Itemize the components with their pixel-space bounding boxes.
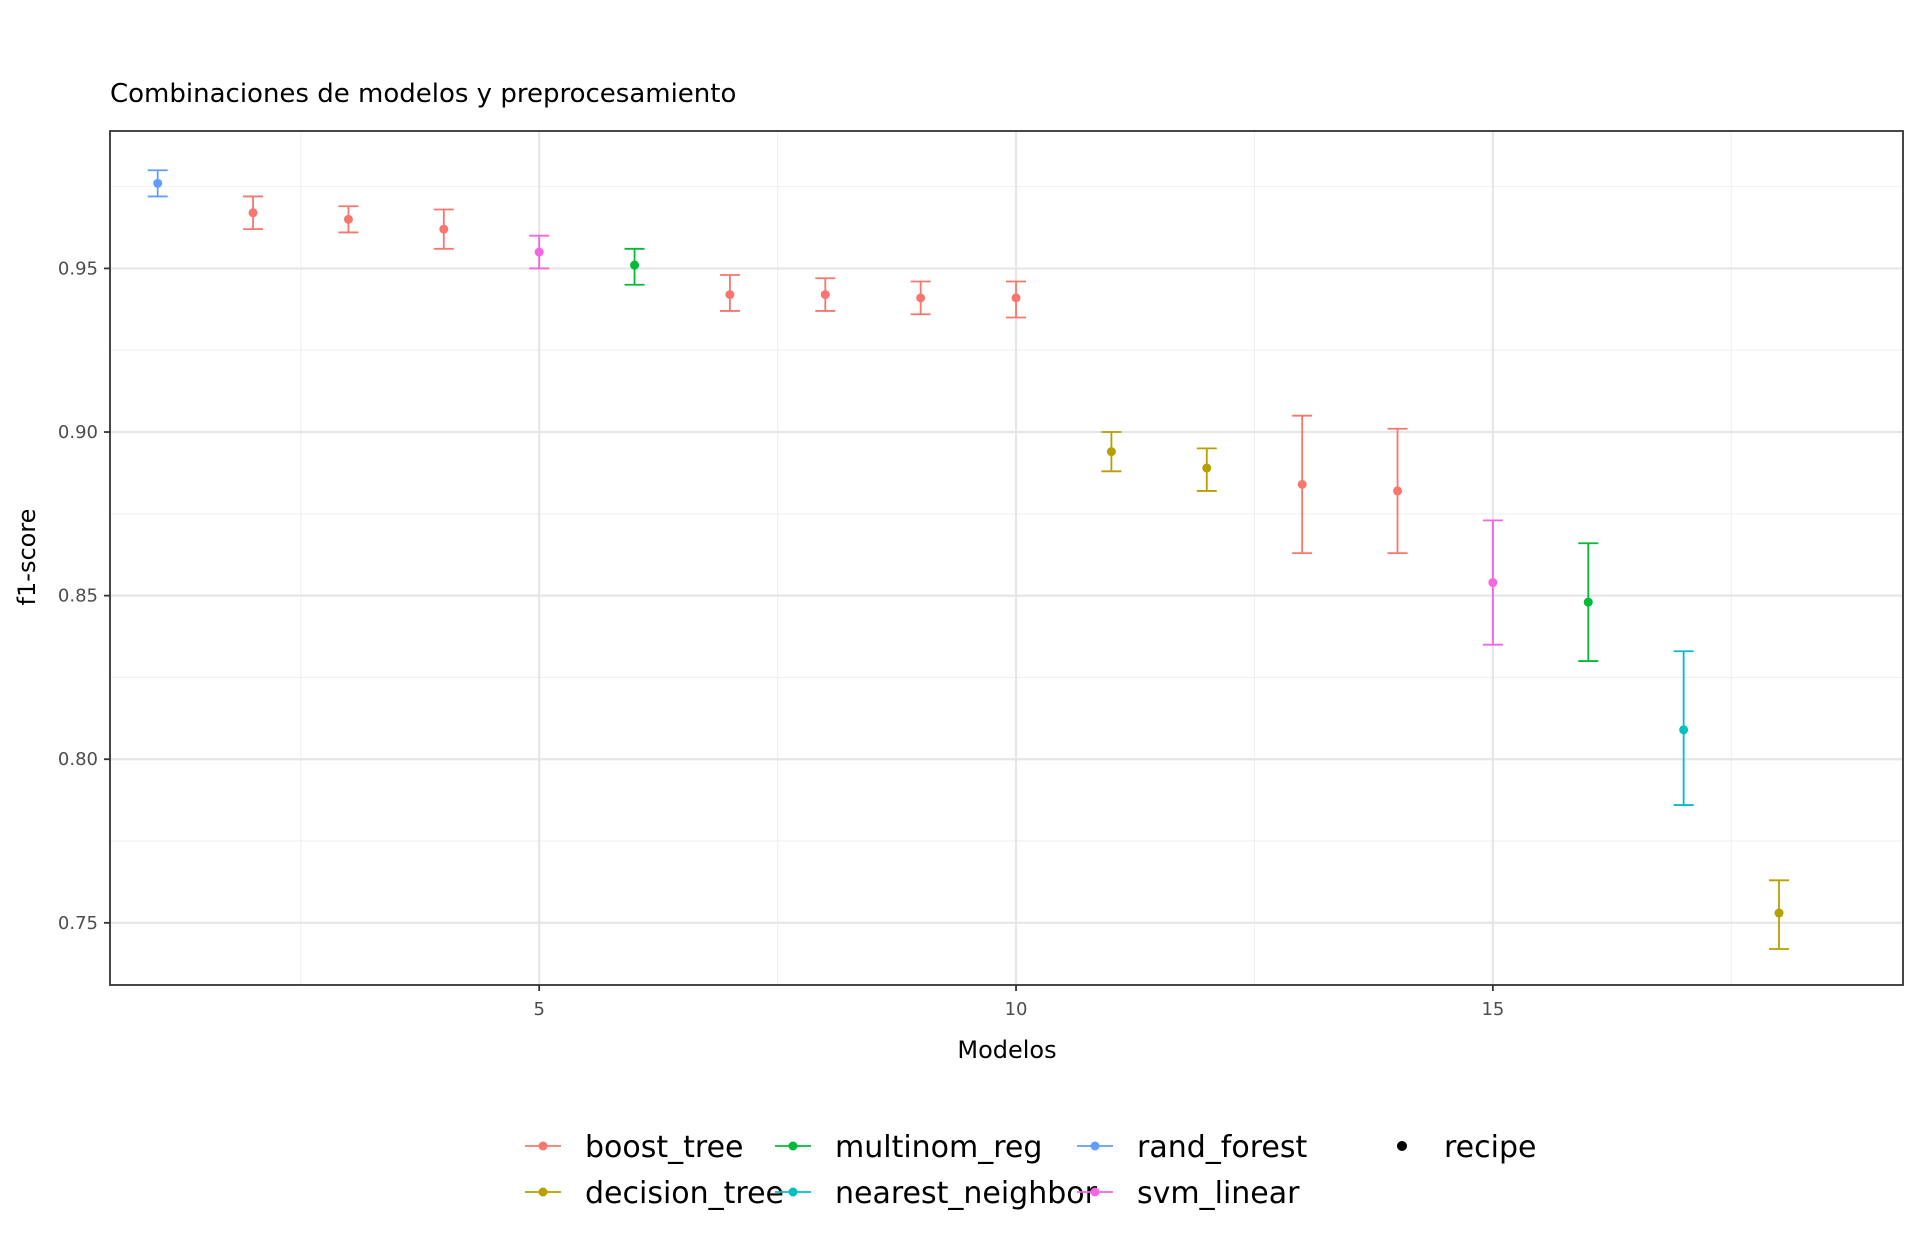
y-tick-label: 0.75 <box>58 913 98 934</box>
data-points <box>153 178 1784 918</box>
y-axis-ticks: 0.75 0.80 0.85 0.90 0.95 <box>58 258 110 934</box>
data-point <box>820 290 830 300</box>
data-point <box>439 224 449 234</box>
legend-item: multinom_reg <box>775 1130 1042 1165</box>
legend-item: rand_forest <box>1077 1130 1307 1165</box>
y-tick-label: 0.95 <box>58 258 98 279</box>
legend-label: rand_forest <box>1137 1130 1307 1165</box>
legend-key-point <box>538 1187 548 1197</box>
legend-item: decision_tree <box>525 1176 784 1211</box>
y-tick-label: 0.80 <box>58 749 98 770</box>
legend-key-point <box>788 1141 798 1151</box>
legend-label: svm_linear <box>1137 1176 1300 1211</box>
legend-label: decision_tree <box>585 1176 784 1211</box>
y-tick-label: 0.90 <box>58 422 98 443</box>
legend-key-point <box>788 1187 798 1197</box>
legend-key-point <box>1397 1141 1407 1151</box>
data-point <box>1679 725 1689 735</box>
minor-gridlines <box>110 131 1903 985</box>
legend-key-point <box>1090 1141 1100 1151</box>
data-point <box>248 208 258 218</box>
chart-title: Combinaciones de modelos y preprocesamie… <box>110 79 736 109</box>
data-point <box>1488 578 1498 588</box>
x-tick-label: 10 <box>1005 999 1028 1020</box>
legend-item: recipe <box>1397 1130 1536 1165</box>
major-gridlines <box>110 131 1903 985</box>
data-point <box>1106 447 1116 457</box>
data-point <box>1297 479 1307 489</box>
y-axis-title: f1-score <box>13 509 41 606</box>
legend-item: nearest_neighbor <box>775 1176 1098 1211</box>
legend-label: boost_tree <box>585 1130 744 1165</box>
plot-panel-border <box>109 130 1904 986</box>
data-point <box>630 260 640 270</box>
data-point <box>725 290 735 300</box>
legend-label: multinom_reg <box>835 1130 1042 1165</box>
x-axis-ticks: 5 10 15 <box>533 985 1504 1020</box>
data-point <box>153 178 163 188</box>
data-point <box>1393 486 1403 496</box>
legend-key-point <box>1090 1187 1100 1197</box>
legend-item: svm_linear <box>1077 1176 1300 1211</box>
plot-panel-background <box>110 131 1903 985</box>
legend: boost_tree decision_tree multinom_regneare… <box>525 1130 1536 1211</box>
data-point <box>1774 908 1784 918</box>
data-point <box>1011 293 1021 303</box>
legend-item: boost_tree <box>525 1130 744 1165</box>
y-tick-label: 0.85 <box>58 586 98 607</box>
x-tick-label: 15 <box>1481 999 1504 1020</box>
data-point <box>1583 597 1593 607</box>
x-tick-label: 5 <box>533 999 544 1020</box>
legend-label: nearest_neighbor <box>835 1176 1098 1211</box>
legend-key-point <box>538 1141 548 1151</box>
data-point <box>343 214 353 224</box>
legend-label: recipe <box>1444 1130 1536 1165</box>
plot-area <box>109 130 1904 986</box>
data-point <box>916 293 926 303</box>
data-point <box>1202 463 1212 473</box>
x-axis-title: Modelos <box>957 1036 1056 1064</box>
data-point <box>534 247 544 257</box>
